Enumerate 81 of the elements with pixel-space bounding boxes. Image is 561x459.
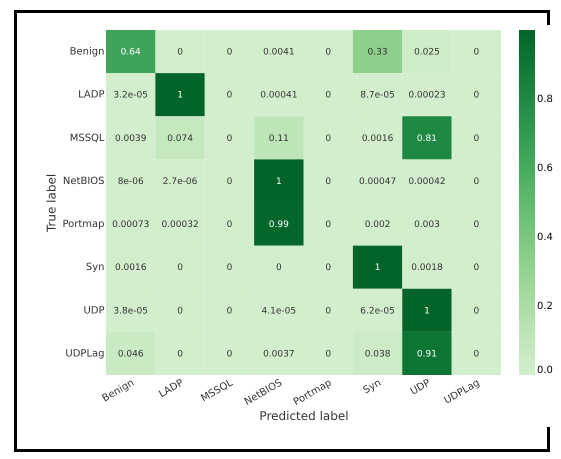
data-label: 0.074: [167, 134, 194, 144]
data-label: 0: [473, 220, 480, 230]
data-label: 0.0041: [263, 48, 295, 58]
x-axis-title: Predicted label: [259, 409, 349, 424]
data-label: 4.1e-05: [262, 306, 296, 316]
y-tick-label: Portmap: [62, 219, 104, 230]
data-label: 0: [473, 306, 480, 316]
data-label: 6.2e-05: [360, 306, 395, 316]
data-label: 0: [325, 48, 332, 58]
data-label: 0: [473, 176, 480, 187]
data-label: 0: [177, 306, 184, 316]
data-label: 0: [226, 48, 233, 58]
data-label: 0.0039: [114, 134, 147, 144]
data-label: 1: [374, 263, 380, 274]
data-label: 0: [325, 90, 332, 101]
data-label: 0.025: [414, 48, 440, 58]
y-tick-label: LADP: [78, 90, 104, 101]
color-bar-label: 0.6: [537, 163, 553, 174]
data-label: 0.33: [368, 48, 388, 58]
data-label: 0: [325, 176, 332, 187]
data-label: 0.0037: [263, 349, 295, 360]
data-label: 0: [325, 134, 332, 144]
color-bar-label: 0.4: [537, 232, 553, 243]
x-tick-label: Syn: [361, 378, 384, 396]
data-label: 0.81: [416, 134, 437, 144]
data-label: 3.8e-05: [113, 306, 148, 316]
data-label: 0: [226, 349, 233, 360]
data-label: 0: [325, 263, 332, 274]
y-tick-label: MSSQL: [70, 132, 105, 144]
data-label: 0.046: [118, 349, 144, 360]
data-label: 0: [325, 220, 332, 230]
data-label: 0.038: [364, 349, 391, 360]
data-label: 0.0018: [411, 263, 443, 274]
data-label: 0: [325, 349, 332, 360]
data-label: 0: [473, 48, 480, 58]
data-label: 0: [177, 263, 184, 274]
data-label: 0: [276, 263, 282, 274]
data-label: 0.91: [416, 349, 437, 360]
data-label: 0.002: [364, 220, 390, 230]
data-label: 1: [276, 176, 282, 187]
data-label: 0: [226, 306, 233, 316]
data-label: 2.7e-06: [162, 176, 198, 187]
y-tick-label: UDPLag: [65, 348, 104, 360]
data-label: 0: [226, 176, 233, 187]
data-label: 0: [177, 48, 184, 58]
data-label: 0.00041: [260, 90, 298, 101]
data-label: 0: [226, 134, 233, 144]
data-label: 0.0016: [114, 263, 147, 274]
y-tick-label: UDP: [83, 305, 104, 316]
data-label: 0: [473, 134, 480, 144]
data-label: 0.003: [414, 220, 440, 230]
color-bar-label: 0.2: [537, 301, 553, 312]
data-label: 3.2e-05: [113, 90, 148, 101]
data-label: 8.7e-05: [360, 90, 395, 101]
x-tick-label: UDP: [408, 378, 432, 398]
data-label: 0.00047: [358, 176, 396, 187]
data-label: 0: [473, 263, 480, 274]
data-label: 0: [473, 90, 480, 101]
data-label: 0: [325, 306, 332, 316]
data-label: 0.00032: [161, 220, 199, 230]
data-label: 0.00023: [408, 90, 446, 101]
data-label: 1: [177, 90, 183, 101]
data-label: 1: [424, 306, 430, 316]
data-label: 0.00042: [408, 176, 446, 187]
data-label: 0.99: [268, 220, 290, 230]
data-label: 0.64: [120, 48, 141, 58]
y-tick-label: Benign: [70, 46, 104, 58]
data-label: 0: [226, 90, 233, 101]
data-label: 0: [473, 349, 480, 360]
data-label: 0: [177, 349, 184, 360]
data-label: 8e-06: [118, 176, 144, 187]
data-label: 0: [226, 263, 233, 274]
data-label: 0.00073: [112, 220, 150, 230]
y-tick-label: NetBIOS: [62, 176, 104, 187]
color-bar-label: 0.0: [537, 365, 553, 376]
y-tick-label: Syn: [86, 262, 104, 274]
data-label: 0: [226, 220, 233, 230]
data-label: 0.0016: [362, 134, 394, 144]
data-label: 0.11: [268, 134, 289, 144]
color-bar-label: 0.8: [537, 94, 553, 105]
y-axis-title: True label: [44, 174, 58, 234]
